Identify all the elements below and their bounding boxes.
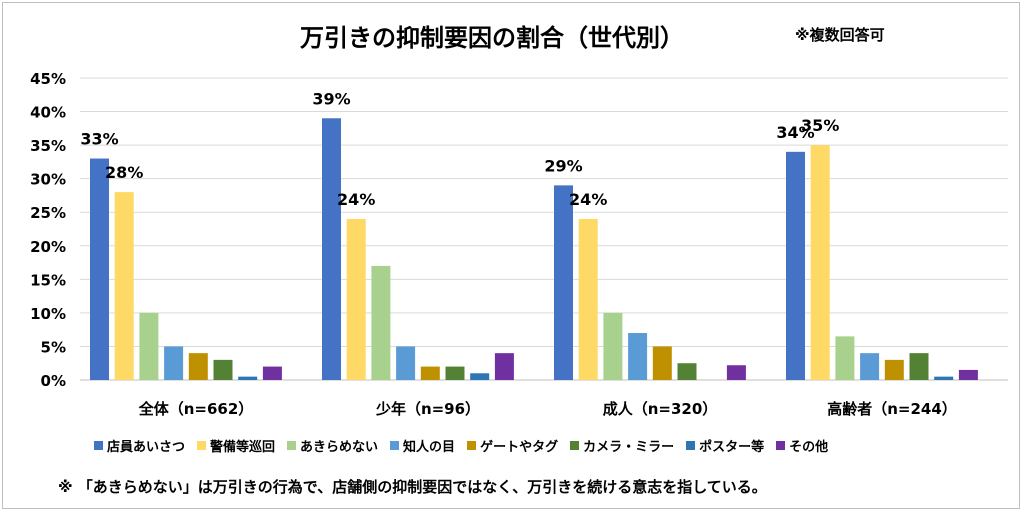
legend-item: 警備等巡回 (197, 436, 275, 455)
bar (909, 353, 929, 380)
bars (90, 118, 978, 381)
data-label: 34% (776, 123, 814, 142)
bar (603, 312, 623, 380)
bar (884, 359, 904, 380)
data-label: 24% (337, 190, 375, 209)
legend-swatch (390, 441, 400, 450)
y-tick-label: 20% (30, 238, 66, 256)
bar (346, 218, 366, 380)
bar (578, 218, 598, 380)
data-label: 33% (80, 130, 118, 149)
bar (188, 353, 208, 380)
y-tick-label: 10% (30, 305, 66, 323)
legend-item: 店員あいさつ (94, 436, 185, 455)
data-label: 29% (544, 156, 582, 175)
y-tick-label: 45% (30, 70, 66, 88)
bar (164, 346, 184, 380)
x-category-label: 少年（n=96） (375, 400, 480, 418)
bar (677, 363, 697, 380)
y-axis-labels: 0% 5% 10% 15% 20% 25% 30% 35% 40% 45% (30, 70, 66, 390)
bar (860, 353, 880, 380)
x-category-label: 全体（n=662） (138, 400, 254, 418)
footnote: ※ 「あきらめない」は万引きの行為で、店舗側の抑制要因ではなく、万引きを続ける意… (58, 478, 767, 496)
bar (114, 192, 134, 380)
legend-item: 知人の目 (390, 436, 455, 455)
legend-swatch (467, 441, 477, 450)
bar (371, 265, 391, 380)
bar (934, 376, 954, 380)
legend-label: その他 (789, 440, 829, 455)
legend-item: その他 (776, 436, 828, 455)
bar (494, 353, 514, 380)
legend-label: あきらめない (300, 440, 379, 455)
bar (810, 145, 830, 380)
bar (90, 158, 109, 380)
bar (786, 151, 805, 380)
legend-label: ポスター等 (699, 440, 765, 455)
y-tick-label: 30% (30, 171, 66, 189)
legend-swatch (287, 441, 297, 450)
data-label: 35% (801, 116, 839, 135)
legend-label: 警備等巡回 (210, 440, 276, 455)
legend-item: あきらめない (287, 436, 378, 455)
bar (835, 336, 855, 380)
bar (262, 366, 282, 380)
bar (726, 365, 746, 380)
legend-item: ポスター等 (686, 436, 764, 455)
bar (213, 359, 233, 380)
bar (445, 366, 465, 380)
y-tick-label: 0% (41, 372, 66, 390)
bar (628, 333, 648, 380)
y-tick-label: 40% (30, 104, 66, 122)
y-tick-label: 25% (30, 204, 66, 222)
legend-swatch (570, 441, 580, 450)
data-label: 28% (105, 163, 143, 182)
multiple-answer-note: ※複数回答可 (795, 26, 885, 44)
bar (652, 346, 672, 380)
bar (396, 346, 416, 380)
bar (470, 373, 490, 380)
x-axis-labels: 全体（n=662） 少年（n=96） 成人（n=320） 高齢者（n=244） (138, 400, 957, 418)
y-tick-label: 5% (41, 338, 66, 356)
data-label: 24% (569, 190, 607, 209)
data-label: 39% (312, 89, 350, 108)
legend-label: カメラ・ミラー (583, 440, 675, 455)
legend-label: ゲートやタグ (480, 440, 559, 455)
bar (554, 185, 573, 380)
legend: 店員あいさつ 警備等巡回 あきらめない 知人の目 ゲートやタグ カメラ・ミラー ポスター等 そ… (94, 436, 994, 455)
bar (958, 369, 978, 380)
legend-swatch (197, 441, 207, 450)
legend-label: 店員あいさつ (107, 440, 186, 455)
legend-label: 知人の目 (403, 440, 456, 455)
bar (420, 366, 440, 380)
bar (238, 376, 258, 380)
legend-item: カメラ・ミラー (570, 436, 674, 455)
legend-swatch (776, 441, 786, 450)
gridlines (80, 77, 1008, 381)
legend-item: ゲートやタグ (467, 436, 558, 455)
y-tick-label: 35% (30, 137, 66, 155)
x-category-label: 高齢者（n=244） (827, 400, 957, 418)
y-tick-label: 15% (30, 271, 66, 289)
data-labels: 33% 28% 39% 24% 29% 24% 34%35% (80, 89, 839, 209)
bar (322, 118, 341, 381)
x-category-label: 成人（n=320） (603, 400, 718, 418)
legend-swatch (686, 441, 696, 450)
legend-swatch (94, 441, 103, 450)
bar (139, 312, 159, 380)
chart-title: 万引きの抑制要因の割合（世代別） (300, 24, 684, 52)
